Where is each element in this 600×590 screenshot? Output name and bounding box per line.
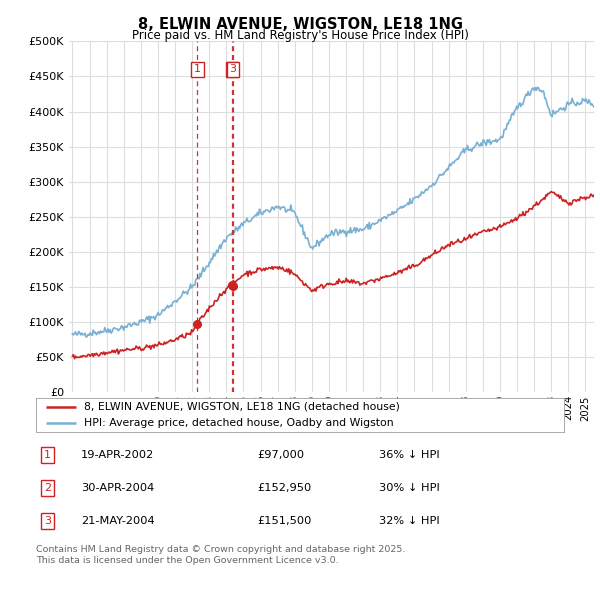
- Text: 8, ELWIN AVENUE, WIGSTON, LE18 1NG (detached house): 8, ELWIN AVENUE, WIGSTON, LE18 1NG (deta…: [83, 402, 400, 412]
- Text: 8, ELWIN AVENUE, WIGSTON, LE18 1NG: 8, ELWIN AVENUE, WIGSTON, LE18 1NG: [137, 17, 463, 31]
- Text: £152,950: £152,950: [258, 483, 312, 493]
- Text: 3: 3: [229, 64, 236, 74]
- Text: Contains HM Land Registry data © Crown copyright and database right 2025.: Contains HM Land Registry data © Crown c…: [36, 545, 406, 554]
- Text: 30-APR-2004: 30-APR-2004: [81, 483, 154, 493]
- Text: 3: 3: [44, 516, 51, 526]
- Text: HPI: Average price, detached house, Oadby and Wigston: HPI: Average price, detached house, Oadb…: [83, 418, 393, 428]
- Text: This data is licensed under the Open Government Licence v3.0.: This data is licensed under the Open Gov…: [36, 556, 338, 565]
- Text: 36% ↓ HPI: 36% ↓ HPI: [379, 450, 440, 460]
- Text: 1: 1: [194, 64, 201, 74]
- Text: 32% ↓ HPI: 32% ↓ HPI: [379, 516, 440, 526]
- Text: Price paid vs. HM Land Registry's House Price Index (HPI): Price paid vs. HM Land Registry's House …: [131, 29, 469, 42]
- Text: 2: 2: [44, 483, 51, 493]
- Text: 1: 1: [44, 450, 51, 460]
- Text: 30% ↓ HPI: 30% ↓ HPI: [379, 483, 440, 493]
- Text: 21-MAY-2004: 21-MAY-2004: [81, 516, 155, 526]
- Text: 2: 2: [229, 64, 236, 74]
- Text: £97,000: £97,000: [258, 450, 305, 460]
- Text: 19-APR-2002: 19-APR-2002: [81, 450, 154, 460]
- Text: £151,500: £151,500: [258, 516, 312, 526]
